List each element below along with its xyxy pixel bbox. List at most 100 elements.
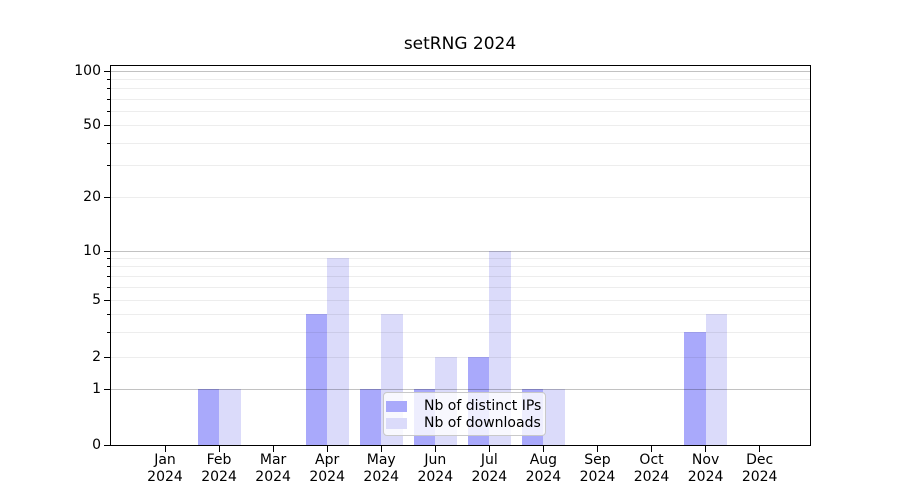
y-minor-tick-mark-8	[107, 266, 110, 268]
y-minor-tick-mark-7	[107, 275, 110, 277]
legend-label-nb-of-downloads: Nb of downloads	[424, 415, 541, 431]
y-minor-tick-mark-4	[107, 313, 110, 315]
y-tick-mark-2	[104, 357, 110, 358]
x-label-year: 2024	[741, 469, 778, 485]
x-label-year: 2024	[417, 469, 454, 485]
y-tick-mark-100	[104, 71, 110, 72]
x-label-year: 2024	[633, 469, 670, 485]
y-tick-mark-20	[104, 197, 110, 198]
legend-item-nb-of-distinct-ips: Nb of distinct IPs	[386, 398, 545, 415]
x-label-month: Feb	[206, 452, 232, 468]
x-label-month: Jul	[480, 452, 498, 468]
y-minor-tick-mark-60	[107, 110, 110, 112]
gridline-10	[111, 250, 810, 252]
y-minor-tick-mark-40	[107, 142, 110, 144]
x-label-month: Mar	[259, 452, 287, 468]
x-tick-mark-sep	[596, 446, 598, 452]
legend-swatch-nb-of-distinct-ips	[386, 401, 407, 412]
y-minor-tick-mark-30	[107, 165, 110, 167]
x-tick-mark-jun	[434, 446, 436, 452]
legend: Nb of distinct IPs Nb of downloads	[383, 392, 546, 436]
x-label-year: 2024	[687, 469, 724, 485]
bar-nb-of-distinct-ips-apr-2024	[305, 313, 328, 445]
gridline-minor-90	[111, 79, 810, 81]
gridline-50	[111, 125, 810, 126]
y-axis-tick-label-0: 0	[92, 437, 101, 453]
gridline-minor-80	[111, 88, 810, 90]
y-tick-mark-50	[104, 125, 110, 126]
x-label-year: 2024	[309, 469, 345, 485]
gridline-minor-40	[111, 142, 810, 144]
x-label-month: Jun	[424, 452, 447, 468]
y-tick-mark-0	[104, 445, 110, 446]
x-tick-mark-apr	[326, 446, 328, 452]
gridline-2	[111, 357, 810, 358]
y-tick-mark-1	[104, 389, 110, 390]
x-axis-tick-label-aug: Aug 2024	[515, 452, 571, 486]
y-minor-tick-mark-90	[107, 79, 110, 81]
x-tick-mark-oct	[651, 446, 653, 452]
x-label-month: Aug	[529, 452, 558, 468]
bar-nb-of-distinct-ips-may-2024	[359, 389, 382, 445]
bar-nb-of-downloads-apr-2024	[327, 258, 349, 445]
x-axis-tick-label-dec: Dec 2024	[732, 452, 788, 486]
y-axis-tick-label-20: 20	[83, 189, 101, 205]
x-label-month: Nov	[691, 452, 720, 468]
gridline-100	[111, 71, 810, 72]
bar-nb-of-distinct-ips-nov-2024	[684, 331, 706, 445]
gridline-minor-30	[111, 165, 810, 167]
x-tick-mark-may	[380, 446, 382, 452]
gridline-minor-60	[111, 110, 810, 112]
x-label-month: Oct	[639, 452, 664, 468]
y-minor-tick-mark-70	[107, 98, 110, 100]
gridline-minor-8	[111, 266, 810, 268]
x-label-month: Dec	[746, 452, 774, 468]
gridline-minor-4	[111, 313, 810, 315]
x-axis-tick-label-jan: Jan 2024	[137, 452, 193, 486]
x-axis-tick-label-may: May 2024	[353, 452, 409, 486]
x-tick-mark-jan	[164, 446, 166, 452]
x-label-month: Jan	[154, 452, 176, 468]
y-tick-mark-10	[104, 250, 110, 252]
x-axis-tick-label-jun: Jun 2024	[407, 452, 463, 486]
x-label-year: 2024	[579, 469, 616, 485]
x-axis-tick-label-jul: Jul 2024	[461, 452, 517, 486]
x-tick-mark-dec	[759, 446, 761, 452]
y-axis-tick-label-10: 10	[83, 242, 101, 259]
x-axis-tick-label-feb: Feb 2024	[191, 452, 247, 486]
legend-swatch-nb-of-downloads	[386, 418, 407, 429]
x-axis-tick-label-oct: Oct 2024	[624, 452, 680, 486]
y-tick-mark-5	[104, 300, 110, 301]
gridline-1	[111, 389, 810, 390]
x-tick-mark-mar	[272, 446, 274, 452]
x-label-year: 2024	[471, 469, 508, 485]
y-axis-tick-label-2: 2	[92, 349, 101, 365]
gridline-minor-70	[111, 98, 810, 100]
x-tick-mark-aug	[542, 446, 544, 452]
legend-label-nb-of-distinct-ips: Nb of distinct IPs	[424, 398, 542, 414]
y-axis-tick-label-1: 1	[92, 381, 101, 397]
x-tick-mark-feb	[218, 446, 220, 452]
x-axis-tick-label-nov: Nov 2024	[678, 452, 734, 486]
bar-nb-of-downloads-aug-2024	[543, 389, 565, 445]
y-minor-tick-mark-3	[107, 331, 110, 333]
x-label-year: 2024	[525, 469, 562, 485]
gridline-minor-3	[111, 331, 810, 333]
gridline-5	[111, 300, 810, 301]
y-minor-tick-mark-6	[107, 286, 110, 288]
bar-nb-of-downloads-feb-2024	[219, 389, 241, 445]
gridline-minor-6	[111, 286, 810, 288]
x-label-year: 2024	[255, 469, 291, 485]
x-tick-mark-nov	[705, 446, 707, 452]
gridline-minor-9	[111, 258, 810, 260]
bar-nb-of-downloads-nov-2024	[705, 313, 728, 445]
y-axis-tick-label-5: 5	[92, 292, 101, 308]
bar-nb-of-distinct-ips-feb-2024	[197, 389, 220, 445]
legend-item-nb-of-downloads: Nb of downloads	[386, 415, 545, 432]
x-label-month: Sep	[584, 452, 611, 468]
y-axis-tick-label-50: 50	[83, 117, 101, 133]
gridline-20	[111, 197, 810, 198]
x-label-year: 2024	[147, 469, 183, 485]
x-label-year: 2024	[363, 469, 400, 485]
